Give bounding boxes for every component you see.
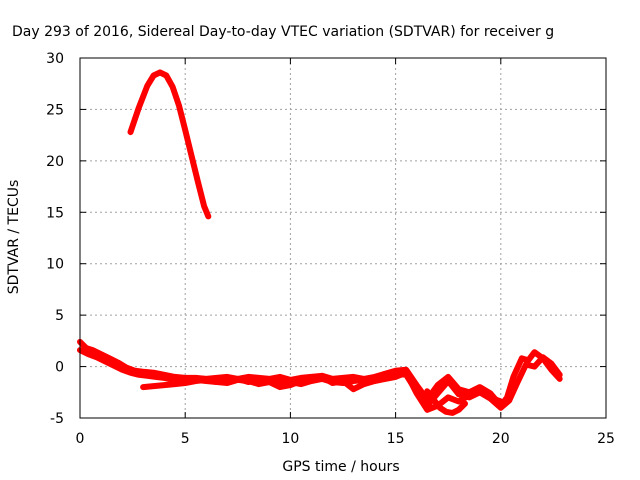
- chart-title: Day 293 of 2016, Sidereal Day-to-day VTE…: [12, 24, 554, 40]
- y-tick-label: 15: [46, 205, 64, 221]
- x-tick-label: 0: [76, 431, 85, 447]
- x-axis-title: GPS time / hours: [282, 459, 399, 475]
- series-line-5: [424, 388, 468, 416]
- gridlines: [80, 58, 606, 418]
- x-tick-label: 20: [492, 431, 510, 447]
- x-tick-label: 5: [181, 431, 190, 447]
- y-axis-title: SDTVAR / TECUs: [6, 180, 22, 295]
- y-tick-label: -5: [50, 411, 64, 427]
- y-tick-label: 30: [46, 51, 64, 67]
- series-line-1: [127, 69, 212, 220]
- series-group: [77, 69, 563, 416]
- plot-frame: [79, 57, 607, 419]
- y-tick-label: 0: [55, 360, 64, 376]
- series-line-4: [140, 369, 504, 413]
- y-tick-label: 25: [46, 102, 64, 118]
- y-tick-label: 20: [46, 154, 64, 170]
- x-tick-label: 15: [387, 431, 405, 447]
- x-tick-label: 25: [597, 431, 615, 447]
- y-tick-label: 10: [46, 257, 64, 273]
- tick-group: 0 5 10 15 20 25 -5 0 5 10 15 20 25 30: [46, 51, 615, 447]
- x-tick-label: 10: [281, 431, 299, 447]
- y-tick-label: 5: [55, 308, 64, 324]
